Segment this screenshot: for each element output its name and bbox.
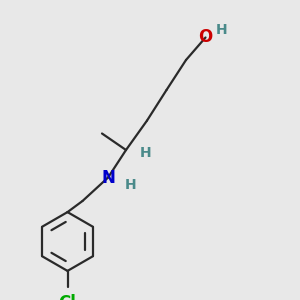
- Text: O: O: [198, 28, 213, 46]
- Text: H: H: [216, 23, 228, 37]
- Text: H: H: [140, 146, 151, 160]
- Text: Cl: Cl: [58, 294, 76, 300]
- Text: H: H: [124, 178, 136, 192]
- Text: N: N: [101, 169, 115, 187]
